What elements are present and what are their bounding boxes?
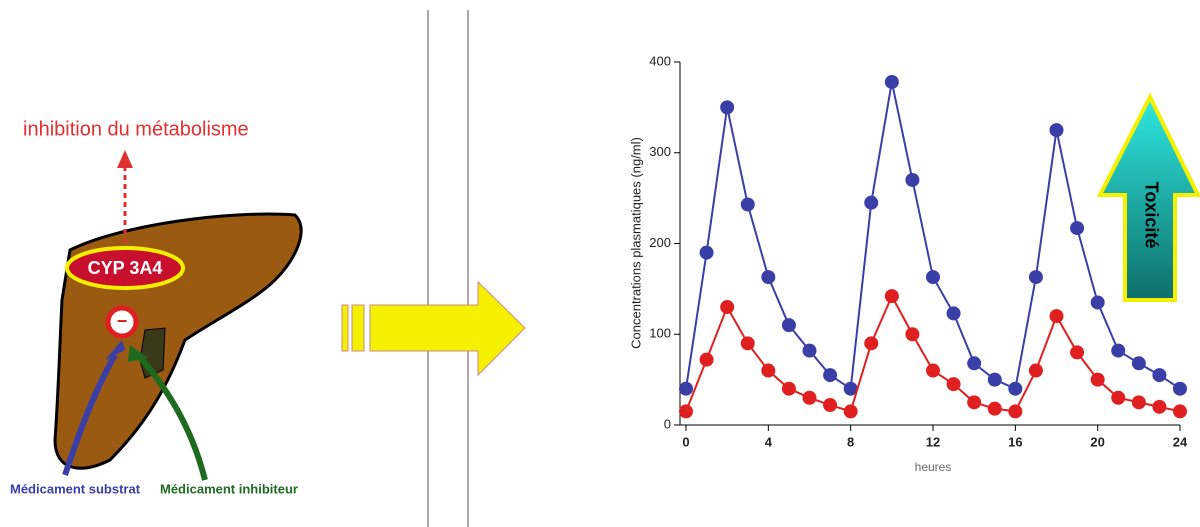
data-point <box>700 246 714 260</box>
y-tick-label: 100 <box>649 326 671 341</box>
data-point <box>1050 123 1064 137</box>
x-tick-label: 4 <box>765 434 773 449</box>
page: inhibition du métabolisme CYP 3A4 − Médi… <box>0 0 1200 527</box>
x-tick-label: 16 <box>1008 434 1022 449</box>
data-point <box>947 377 961 391</box>
data-point <box>679 404 693 418</box>
data-point <box>741 336 755 350</box>
annotation: inhibition du métabolisme <box>23 118 249 140</box>
data-point <box>803 344 817 358</box>
y-tick-label: 300 <box>649 144 671 159</box>
y-axis-label: Concentrations plasmatiques (ng/ml) <box>628 137 643 349</box>
data-point <box>1070 345 1084 359</box>
x-tick-label: 0 <box>682 434 689 449</box>
data-point <box>1029 270 1043 284</box>
data-point <box>803 391 817 405</box>
x-axis-label: heures <box>915 460 952 474</box>
data-point <box>1008 404 1022 418</box>
data-point <box>1152 400 1166 414</box>
data-point <box>782 318 796 332</box>
data-point <box>1132 395 1146 409</box>
data-point <box>1008 382 1022 396</box>
data-point <box>1111 391 1125 405</box>
data-point <box>926 364 940 378</box>
x-tick-label: 20 <box>1090 434 1104 449</box>
data-point <box>761 270 775 284</box>
y-tick-label: 0 <box>664 416 671 431</box>
data-point <box>864 336 878 350</box>
data-point <box>761 364 775 378</box>
data-point <box>741 197 755 211</box>
data-point <box>1173 382 1187 396</box>
arrow-head <box>117 150 133 168</box>
data-point <box>1152 368 1166 382</box>
data-point <box>988 373 1002 387</box>
substrate-label: Médicament substrat <box>10 481 141 496</box>
data-point <box>679 382 693 396</box>
data-point <box>823 398 837 412</box>
data-point <box>967 356 981 370</box>
data-point <box>844 404 858 418</box>
data-point <box>1091 295 1105 309</box>
toxicity-label: Toxicité <box>1141 182 1161 249</box>
data-point <box>885 289 899 303</box>
data-point <box>926 270 940 284</box>
y-tick-label: 200 <box>649 235 671 250</box>
data-point <box>1132 356 1146 370</box>
inhibitor-label: Médicament inhibiteur <box>160 481 298 496</box>
arrow-bar <box>352 305 364 351</box>
data-point <box>885 75 899 89</box>
data-point <box>1070 221 1084 235</box>
series-line <box>686 82 1180 389</box>
data-point <box>720 300 734 314</box>
data-point <box>1029 364 1043 378</box>
arrow-bar <box>342 305 348 351</box>
data-point <box>700 353 714 367</box>
x-tick-label: 12 <box>926 434 940 449</box>
x-tick-label: 8 <box>847 434 854 449</box>
data-point <box>1173 404 1187 418</box>
data-point <box>782 382 796 396</box>
data-point <box>947 306 961 320</box>
data-point <box>967 395 981 409</box>
data-point <box>1091 373 1105 387</box>
data-point <box>864 196 878 210</box>
series-line <box>686 296 1180 411</box>
data-point <box>905 173 919 187</box>
inhibition-sign: − <box>117 311 128 331</box>
data-point <box>823 368 837 382</box>
x-tick-label: 24 <box>1173 434 1188 449</box>
y-tick-label: 400 <box>649 53 671 68</box>
data-point <box>720 100 734 114</box>
data-point <box>1050 309 1064 323</box>
data-point <box>988 402 1002 416</box>
enzyme-label: CYP 3A4 <box>88 258 163 278</box>
data-point <box>1111 344 1125 358</box>
big-arrow <box>370 282 525 375</box>
data-point <box>905 327 919 341</box>
